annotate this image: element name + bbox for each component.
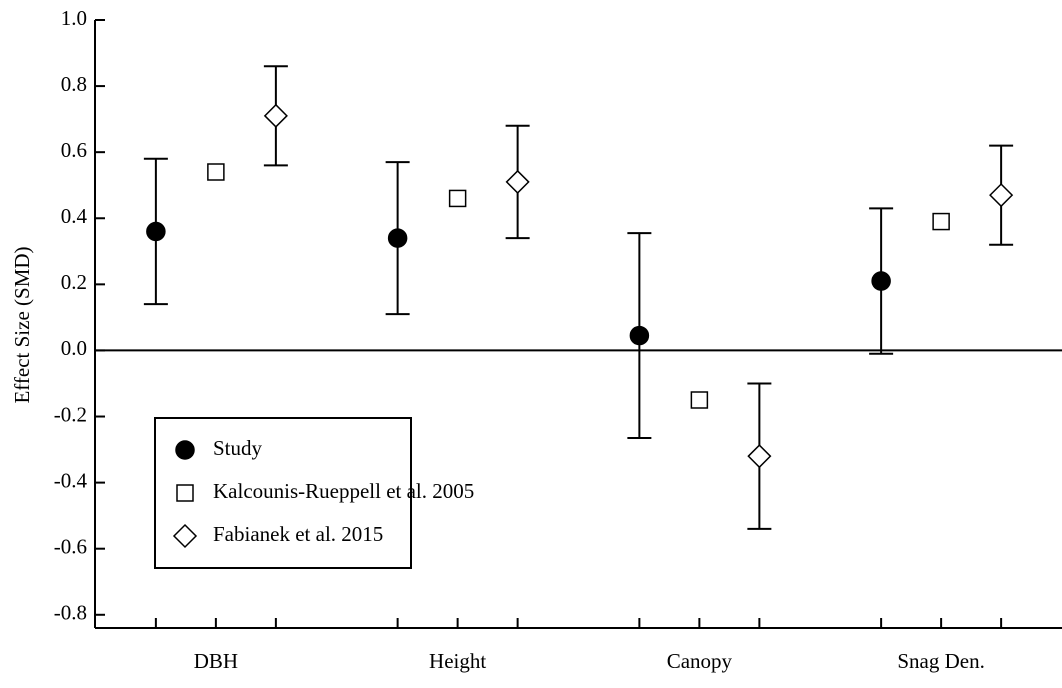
marker [629, 325, 650, 346]
y-tick-label: 0.4 [61, 204, 88, 228]
marker [505, 169, 530, 194]
y-tick-label: -0.4 [54, 468, 88, 492]
y-tick-label: 0.2 [61, 270, 87, 294]
marker [175, 440, 195, 460]
marker [989, 183, 1014, 208]
marker [263, 103, 288, 128]
marker [747, 444, 772, 469]
y-tick-label: 0.6 [61, 138, 87, 162]
legend-box [154, 417, 412, 569]
x-tick-label: Snag Den. [897, 649, 985, 673]
marker [387, 228, 408, 248]
y-tick-label: 0.0 [61, 336, 87, 360]
marker [448, 189, 467, 208]
y-tick-label: 1.0 [61, 6, 87, 30]
y-axis-label: Effect Size (SMD) [10, 246, 34, 403]
legend-label: Study [213, 436, 263, 460]
x-tick-label: Height [429, 649, 486, 673]
marker [172, 523, 198, 549]
x-tick-label: Canopy [667, 649, 733, 673]
y-tick-label: 0.8 [61, 72, 87, 96]
y-tick-label: -0.8 [54, 601, 87, 625]
x-tick-label: DBH [194, 649, 238, 673]
y-tick-label: -0.2 [54, 402, 87, 426]
legend-label: Kalcounis-Rueppell et al. 2005 [213, 479, 474, 503]
marker [690, 391, 709, 409]
marker [146, 221, 166, 242]
marker [871, 271, 891, 291]
marker [176, 484, 194, 502]
legend-label: Fabianek et al. 2015 [213, 522, 383, 546]
y-tick-label: -0.6 [54, 535, 87, 559]
marker [932, 212, 950, 231]
marker [207, 163, 225, 181]
